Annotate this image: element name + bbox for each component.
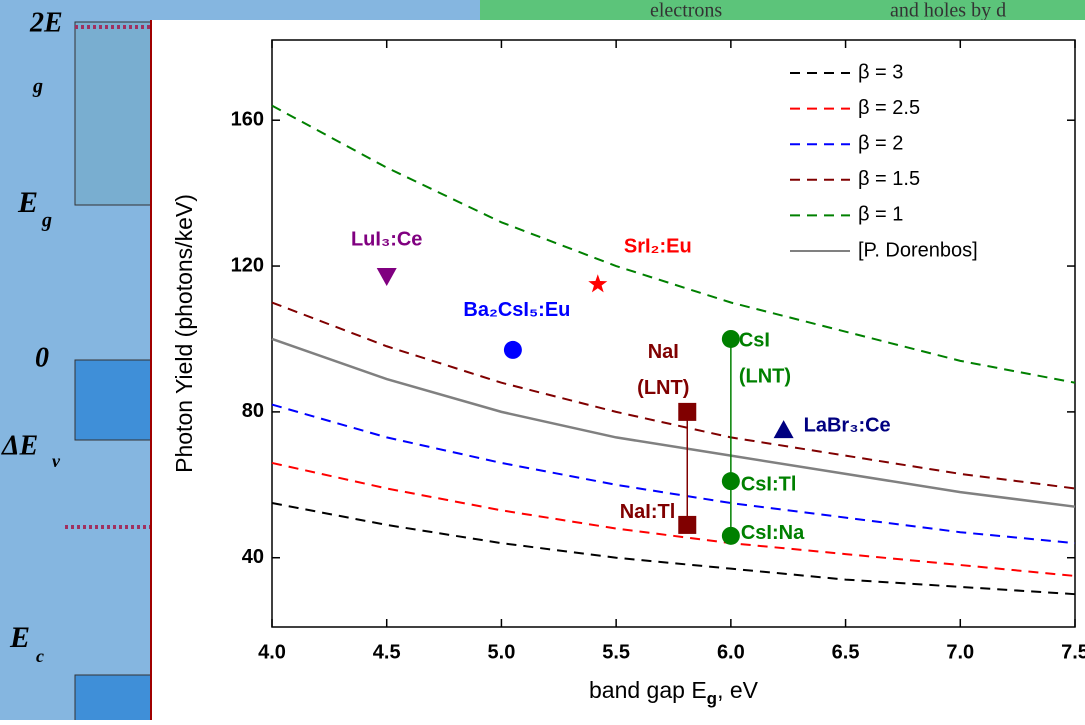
marker-label: LaBr₃:Ce (804, 414, 891, 436)
legend-label: β = 1.5 (858, 168, 920, 190)
x-tick-label: 4.0 (258, 641, 286, 663)
marker-label: CsI (739, 329, 770, 351)
marker-label: LuI₃:Ce (351, 228, 422, 250)
series-line (271, 403, 1076, 545)
y-tick-label: 80 (242, 400, 264, 422)
x-tick-label: 5.0 (488, 641, 516, 663)
x-tick-label: 7.5 (1061, 641, 1085, 663)
marker-label: CsI:Tl (741, 473, 797, 495)
legend-label: [P. Dorenbos] (858, 239, 978, 261)
legend-label: β = 2 (858, 132, 903, 154)
y-tick-label: 40 (242, 546, 264, 568)
level-box (74, 359, 156, 441)
marker-label: NaI:Tl (620, 501, 676, 523)
marker (588, 274, 608, 293)
plot-frame (271, 39, 1076, 628)
y-axis-label: Photon Yield (photons/keV) (171, 194, 197, 473)
slide-label: v (52, 451, 61, 471)
slide-label: 0 (35, 342, 49, 373)
y-tick-label: 160 (231, 108, 264, 130)
top-panel (480, 0, 1085, 22)
marker-label: SrI₂:Eu (624, 236, 692, 258)
top-text: electrons (650, 0, 722, 22)
marker (773, 420, 794, 439)
marker-label: Ba₂CsI₅:Eu (463, 299, 570, 321)
chart-panel (150, 20, 1085, 720)
marker (721, 526, 740, 545)
series-line (271, 461, 1076, 577)
series-line (271, 104, 1076, 384)
y-tick-label: 120 (231, 254, 264, 276)
slide-label: 2E (29, 7, 63, 38)
marker (721, 472, 740, 491)
x-axis-label-part: , eV (717, 677, 759, 703)
slide-label: g (32, 76, 43, 98)
x-axis-label: band gap Eg, eV (589, 677, 759, 708)
level-box (74, 21, 156, 206)
legend-label: β = 3 (858, 61, 903, 83)
marker-label: (LNT) (739, 365, 791, 387)
marker (678, 515, 697, 534)
series-line (271, 502, 1076, 596)
slide-label: E (17, 186, 38, 219)
series-line (271, 337, 1076, 508)
x-tick-label: 6.0 (717, 641, 745, 663)
marker-label: (LNT) (637, 377, 689, 399)
x-axis-label-part: g (707, 689, 717, 708)
marker (721, 329, 740, 348)
marker (678, 402, 697, 421)
legend-label: β = 1 (858, 204, 903, 226)
level-box (74, 674, 156, 725)
slide-label: E (9, 621, 30, 654)
x-tick-label: 6.5 (832, 641, 860, 663)
marker-label: NaI (648, 341, 679, 363)
x-tick-label: 7.0 (946, 641, 974, 663)
slide-label: ΔE (1, 430, 38, 461)
x-tick-label: 5.5 (602, 641, 630, 663)
legend-label: β = 2.5 (858, 97, 920, 119)
slide-label: c (36, 646, 44, 666)
chart: 40 80 120 160 4.0 4.5 5.0 5.5 6.0 6.5 7.0 7.5 Photon… (171, 39, 1085, 708)
top-text: and holes by d (890, 0, 1006, 22)
series-line (271, 301, 1076, 490)
marker-label: CsI:Na (741, 522, 805, 544)
marker (503, 340, 522, 359)
slide-label: g (41, 210, 52, 232)
x-axis-label-part: band gap E (589, 677, 707, 703)
x-tick-label: 4.5 (373, 641, 401, 663)
marker (376, 267, 397, 286)
